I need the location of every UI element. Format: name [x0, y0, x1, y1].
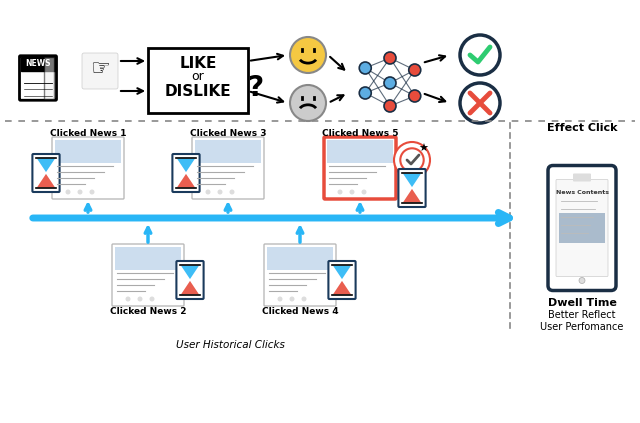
Text: or: or — [191, 69, 204, 82]
Bar — [55, 140, 121, 163]
Circle shape — [349, 190, 355, 195]
Bar — [327, 140, 393, 163]
Circle shape — [90, 190, 95, 195]
Polygon shape — [177, 174, 195, 187]
Circle shape — [359, 62, 371, 74]
Bar — [20, 57, 56, 71]
Circle shape — [150, 297, 154, 302]
Polygon shape — [181, 266, 199, 279]
Bar — [115, 247, 181, 270]
Bar — [195, 140, 261, 163]
FancyBboxPatch shape — [52, 137, 124, 199]
FancyBboxPatch shape — [33, 154, 60, 192]
Text: Better Reflect: Better Reflect — [548, 310, 616, 320]
Polygon shape — [333, 281, 351, 294]
FancyBboxPatch shape — [324, 137, 396, 199]
FancyBboxPatch shape — [82, 53, 118, 89]
FancyBboxPatch shape — [548, 165, 616, 291]
Circle shape — [460, 83, 500, 123]
FancyBboxPatch shape — [556, 179, 608, 277]
Circle shape — [65, 190, 70, 195]
Polygon shape — [177, 159, 195, 172]
Text: Dwell Time: Dwell Time — [548, 298, 616, 308]
Text: ?: ? — [247, 74, 263, 102]
Text: Clicked News 3: Clicked News 3 — [189, 129, 266, 137]
Circle shape — [384, 100, 396, 112]
Circle shape — [579, 277, 585, 283]
Polygon shape — [333, 266, 351, 279]
Circle shape — [77, 190, 83, 195]
Circle shape — [362, 190, 367, 195]
Text: Clicked News 2: Clicked News 2 — [109, 307, 186, 316]
Circle shape — [337, 190, 342, 195]
FancyBboxPatch shape — [112, 244, 184, 306]
Bar — [44, 57, 54, 99]
Circle shape — [290, 37, 326, 73]
Text: User Perfomance: User Perfomance — [540, 322, 624, 332]
Circle shape — [138, 297, 143, 302]
FancyBboxPatch shape — [192, 137, 264, 199]
Circle shape — [409, 90, 420, 102]
Text: ☞: ☞ — [90, 59, 110, 79]
Circle shape — [460, 35, 500, 75]
FancyBboxPatch shape — [148, 48, 248, 113]
FancyBboxPatch shape — [573, 173, 591, 181]
Text: LIKE: LIKE — [179, 55, 217, 71]
Text: Effect Click: Effect Click — [547, 123, 617, 133]
FancyBboxPatch shape — [398, 169, 426, 207]
Circle shape — [289, 297, 294, 302]
Circle shape — [125, 297, 131, 302]
Circle shape — [359, 87, 371, 99]
Circle shape — [290, 85, 326, 121]
Circle shape — [301, 297, 307, 302]
FancyBboxPatch shape — [19, 56, 56, 100]
Text: ★: ★ — [418, 144, 428, 154]
Circle shape — [400, 148, 424, 172]
Bar — [559, 213, 605, 243]
Polygon shape — [37, 174, 55, 187]
Bar — [267, 247, 333, 270]
Circle shape — [384, 77, 396, 89]
Circle shape — [278, 297, 282, 302]
Text: Clicked News 1: Clicked News 1 — [50, 129, 126, 137]
Circle shape — [218, 190, 223, 195]
Circle shape — [394, 142, 430, 178]
Polygon shape — [403, 173, 421, 187]
Text: NEWS: NEWS — [25, 59, 51, 68]
Circle shape — [409, 64, 420, 76]
Circle shape — [230, 190, 234, 195]
FancyBboxPatch shape — [328, 261, 356, 299]
Polygon shape — [181, 281, 199, 294]
Polygon shape — [37, 159, 55, 172]
FancyBboxPatch shape — [172, 154, 200, 192]
Text: DISLIKE: DISLIKE — [164, 83, 231, 99]
Text: Clicked News 4: Clicked News 4 — [262, 307, 339, 316]
Circle shape — [384, 52, 396, 64]
FancyBboxPatch shape — [177, 261, 204, 299]
Text: News Contents: News Contents — [556, 190, 609, 195]
Polygon shape — [403, 189, 421, 202]
Text: User Historical Clicks: User Historical Clicks — [175, 340, 284, 350]
FancyBboxPatch shape — [264, 244, 336, 306]
Text: Clicked News 5: Clicked News 5 — [322, 129, 398, 137]
Circle shape — [205, 190, 211, 195]
